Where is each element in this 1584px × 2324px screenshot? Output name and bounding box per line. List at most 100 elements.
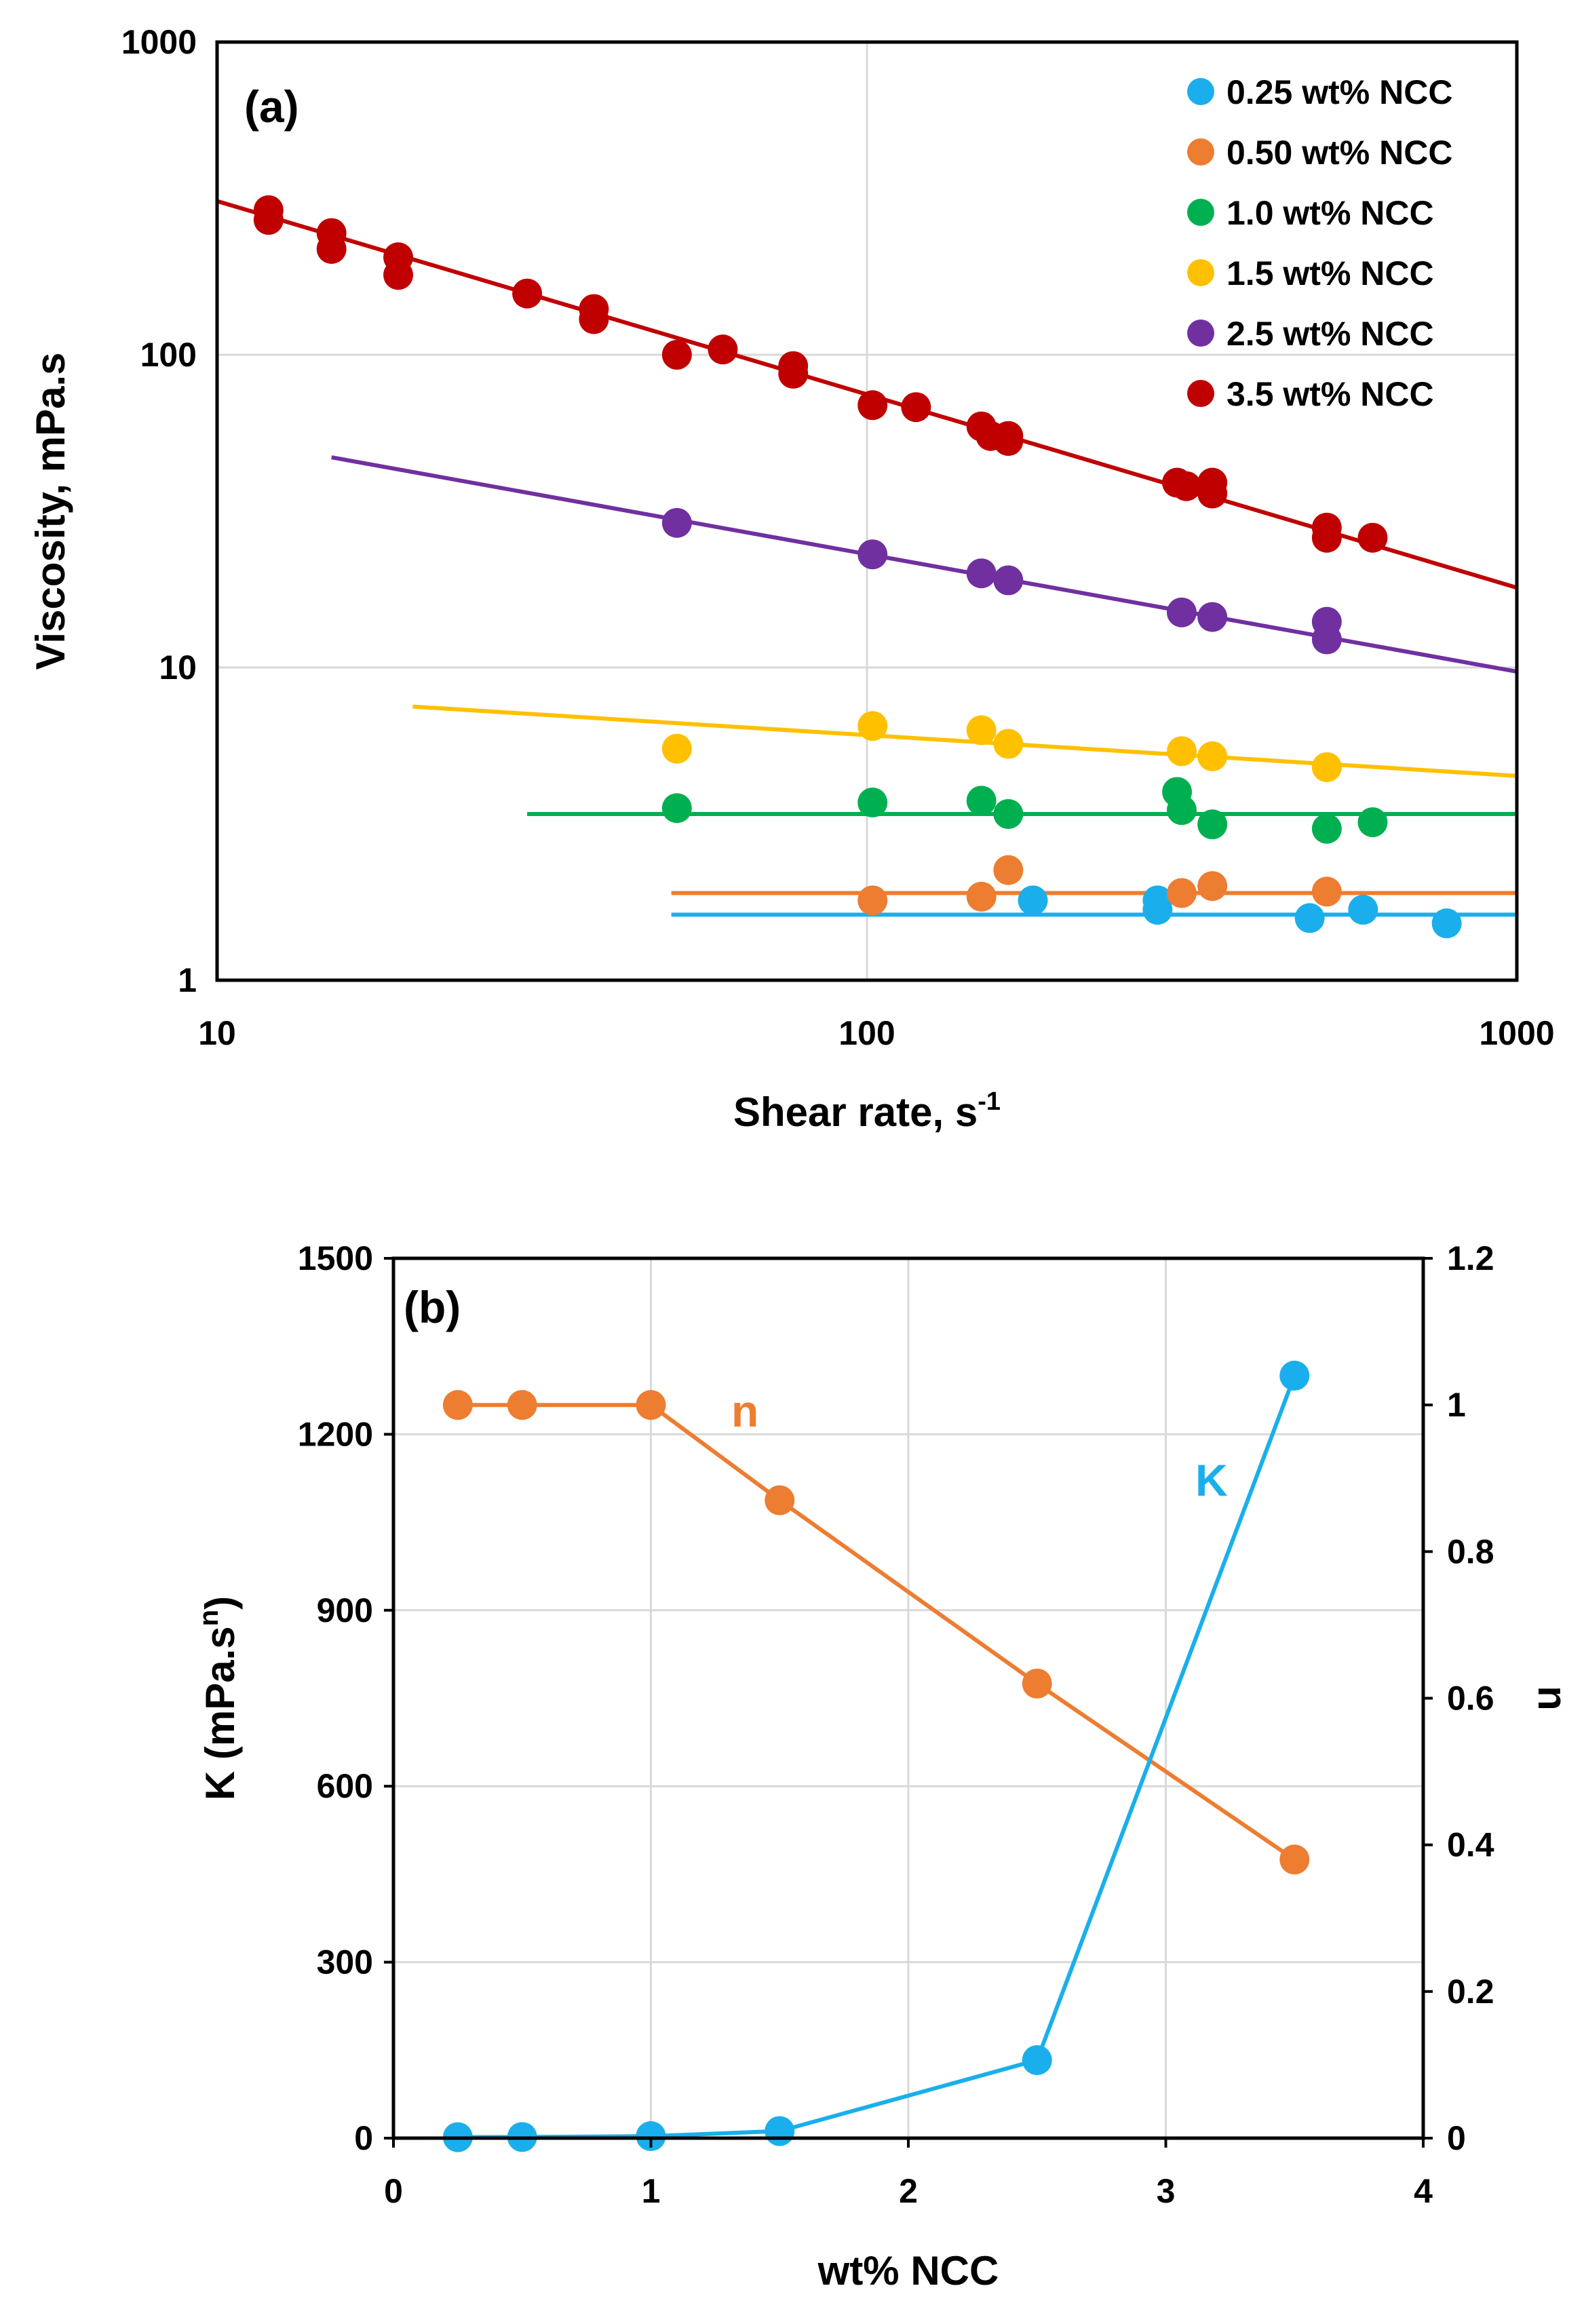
chart-a-legend-label: 1.5 wt% NCC — [1226, 254, 1434, 292]
chart-b-left-axis-title-superscript: n — [194, 1610, 224, 1626]
chart-b-left-axis-title-text: K (mPa.s — [197, 1626, 243, 1800]
chart-b-point — [636, 1390, 666, 1420]
chart-a-point — [857, 788, 888, 818]
chart-b-point — [765, 2116, 795, 2146]
chart-a-point — [1294, 903, 1325, 933]
chart-b-left-tick-label: 600 — [317, 1767, 373, 1805]
chart-a-point — [253, 205, 284, 235]
chart-a-x-tick-label: 100 — [838, 1014, 895, 1052]
chart-b-right-tick-label: 0.4 — [1447, 1826, 1494, 1864]
chart-a-point — [857, 711, 888, 741]
chart-a-x-axis-title-text: Shear rate, s — [733, 1089, 978, 1135]
chart-b-gridlines — [392, 1257, 1425, 2139]
chart-a-point — [1197, 871, 1228, 902]
chart-a-point — [1311, 624, 1342, 655]
chart-b-right-tick-label: 0 — [1447, 2119, 1466, 2157]
chart-b-right-tick-label: 0.2 — [1447, 1973, 1494, 2011]
chart-b-series-line — [457, 1374, 1297, 2139]
chart-a-point — [966, 715, 997, 745]
chart-a-point — [1197, 741, 1228, 771]
chart-b-series-label-n: n — [731, 1386, 758, 1436]
chart-a-y-tick-label: 1 — [178, 961, 197, 999]
chart-b-point — [507, 1390, 537, 1420]
chart-a-point — [1311, 752, 1342, 782]
chart-a-point — [661, 793, 692, 824]
chart-a-data-points — [253, 195, 1462, 939]
chart-b-panel-label: (b) — [404, 1282, 461, 1332]
chart-a-legend-label: 0.25 wt% NCC — [1226, 73, 1452, 111]
chart-a-point — [1357, 522, 1388, 553]
chart-a-point — [661, 507, 692, 538]
chart-a-x-tick-label: 1000 — [1479, 1014, 1554, 1052]
chart-b-point — [1279, 1844, 1310, 1875]
chart-a-plot-frame — [215, 40, 1519, 982]
chart-a-point — [993, 729, 1024, 759]
chart-a-legend-label: 0.50 wt% NCC — [1226, 134, 1452, 172]
chart-a-point — [966, 786, 997, 816]
chart-a-point — [1357, 807, 1388, 838]
chart-a-point — [1197, 602, 1228, 632]
chart-a-point — [993, 798, 1024, 829]
chart-a-x-axis-title: Shear rate, s-1 — [733, 1087, 1001, 1135]
chart-b-x-tick-label: 0 — [384, 2172, 403, 2210]
chart-a-point — [1166, 878, 1197, 908]
chart-a-legend-label: 3.5 wt% NCC — [1226, 375, 1434, 413]
chart-a-point — [1166, 736, 1197, 767]
chart-a-y-axis-title: Viscosity, mPa.s — [28, 352, 73, 670]
chart-a-legend-marker — [1187, 319, 1214, 347]
chart-b-left-tick-label: 300 — [317, 1943, 373, 1981]
chart-a-point — [708, 334, 738, 365]
chart-a-point — [1311, 813, 1342, 844]
chart-b-series-lines — [457, 1374, 1297, 2139]
chart-a-point — [316, 233, 347, 264]
chart-a-legend-marker — [1187, 380, 1214, 407]
chart-a-point — [1197, 478, 1228, 509]
chart-b-right-tick-label: 0.8 — [1447, 1532, 1494, 1570]
chart-a-point — [579, 304, 609, 334]
chart-b-left-axis-title: K (mPa.sn) — [194, 1596, 243, 1800]
chart-b-left-tick-label: 1200 — [298, 1415, 373, 1453]
chart-a-legend-marker — [1187, 199, 1214, 226]
chart-a-x-axis-title-superscript: -1 — [978, 1087, 1001, 1116]
chart-a-point — [1311, 522, 1342, 553]
chart-b-left-tick-label: 1500 — [298, 1239, 373, 1277]
chart-a-point — [1018, 885, 1048, 916]
chart-b-right-tick-label: 0.6 — [1447, 1680, 1494, 1718]
chart-a-y-tick-label: 10 — [159, 648, 197, 686]
chart-b-left-tick-label: 900 — [317, 1591, 373, 1629]
chart-a-point — [661, 733, 692, 764]
chart-b-point — [636, 2121, 666, 2152]
chart-a-legend-label: 1.0 wt% NCC — [1226, 194, 1434, 232]
chart-a-point — [1197, 809, 1228, 840]
chart-a-point — [857, 390, 888, 421]
chart-a-point — [993, 426, 1024, 457]
chart-a-point — [512, 278, 543, 309]
chart-b-x-tick-label: 3 — [1157, 2172, 1176, 2210]
chart-a-point — [1166, 795, 1197, 826]
chart-a-point — [661, 340, 692, 370]
chart-a-y-tick-label: 1000 — [121, 23, 197, 61]
chart-b-right-tick-label: 1.2 — [1447, 1239, 1494, 1277]
chart-b-point — [1279, 1360, 1310, 1391]
chart-a-point — [993, 855, 1024, 885]
chart-a-point — [778, 358, 809, 389]
chart-a-point — [966, 881, 997, 912]
chart-a-point — [1142, 895, 1173, 925]
chart-a-point — [1166, 597, 1197, 627]
chart-b-right-axis-title: n — [1530, 1686, 1575, 1711]
chart-b-point — [442, 1390, 473, 1420]
chart-a-fit-line — [412, 704, 1518, 778]
chart-a-point — [966, 558, 997, 589]
chart-a-point — [857, 539, 888, 570]
chart-b: 0 1 2 3 403006009001200150000.20.40.60.811.2… — [194, 1239, 1575, 2293]
chart-a-point — [1171, 471, 1201, 501]
chart-a-legend: 0.25 wt% NCC 0.50 wt% NCC 1.0 wt% NCC 1.5 w… — [1187, 73, 1452, 413]
chart-a-point — [383, 260, 414, 290]
chart-b-series-line — [457, 1403, 1296, 1861]
chart-a-y-tick-label: 100 — [140, 336, 197, 374]
chart-b-x-axis-title: wt% NCC — [817, 2248, 999, 2293]
chart-b-data-points — [442, 1360, 1310, 2152]
